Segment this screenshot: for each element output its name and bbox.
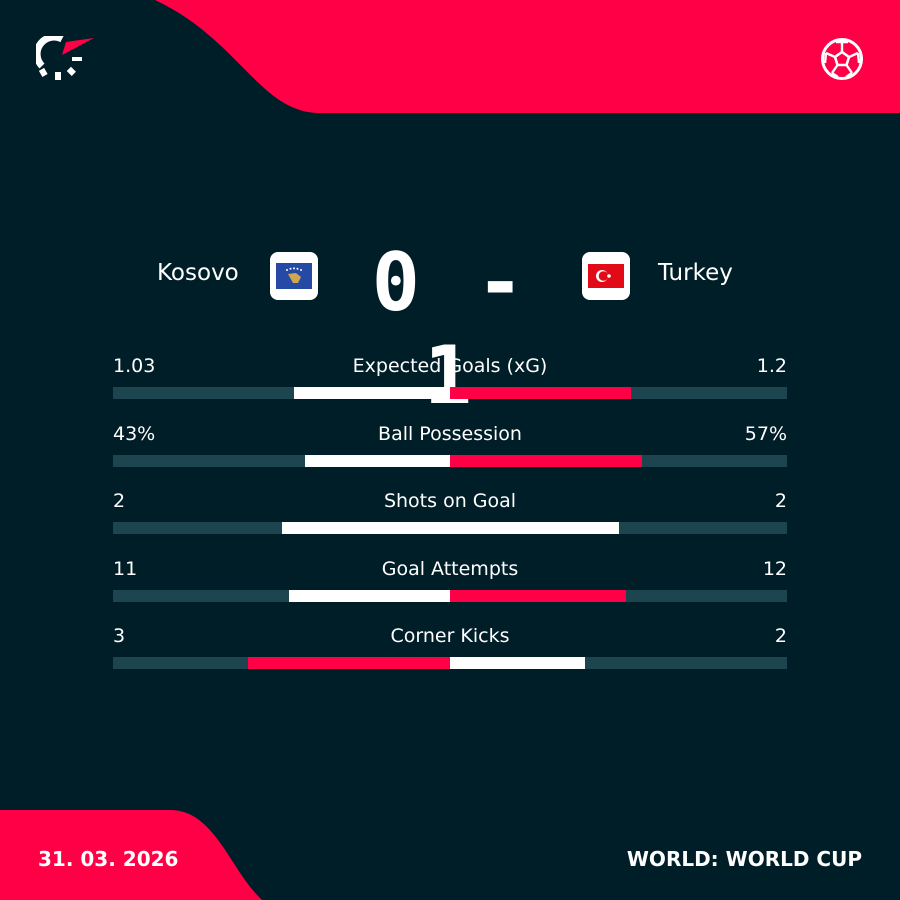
competition-name: WORLD: WORLD CUP: [626, 847, 862, 871]
stat-bar-home: [288, 589, 450, 602]
stat-bar-home: [305, 454, 450, 467]
stat-home-value: 43%: [113, 422, 156, 445]
stat-home-value: 11: [113, 557, 138, 580]
stat-away-value: 2: [774, 490, 787, 512]
stat-bar-track: [113, 454, 787, 467]
stat-bar-track: [113, 387, 787, 399]
home-team-name: Kosovo: [157, 260, 239, 286]
home-team-flag: [270, 252, 318, 300]
stat-home-value: 1.03: [113, 355, 156, 377]
kosovo-flag-icon: [276, 263, 312, 289]
stat-bar-home: [281, 522, 450, 534]
stat-bar-away: [450, 589, 626, 602]
stat-home-value: 2: [113, 490, 126, 512]
away-team-flag: [582, 252, 630, 300]
stat-bar-track: [113, 657, 787, 669]
stat-row: 1.03 Expected Goals (xG) 1.2: [113, 355, 787, 399]
match-score: 0 - 1: [371, 236, 529, 422]
stat-bar-away: [450, 657, 585, 669]
stat-row: 43% Ball Possession 57%: [113, 423, 787, 467]
away-team-name: Turkey: [658, 260, 733, 286]
stat-row: 2 Shots on Goal 2: [113, 490, 787, 534]
stat-label: Goal Attempts: [381, 557, 519, 580]
football-icon: [821, 38, 863, 80]
stat-label: Ball Possession: [378, 422, 522, 445]
stat-row: 11 Goal Attempts 12: [113, 558, 787, 602]
stat-label: Shots on Goal: [383, 490, 517, 512]
stat-label: Expected Goals (xG): [352, 355, 548, 377]
stat-away-value: 1.2: [756, 355, 787, 377]
footer-accent-shape: [0, 810, 262, 900]
header-accent-shape: [155, 0, 900, 113]
stat-label: Corner Kicks: [390, 625, 510, 647]
stat-bar-away: [450, 522, 619, 534]
stat-away-value: 2: [774, 625, 787, 647]
flashscore-logo-icon: [36, 36, 94, 80]
stat-bar-away: [450, 454, 643, 467]
stat-bar-track: [113, 522, 787, 534]
stat-home-value: 3: [113, 625, 126, 647]
stat-row: 3 Corner Kicks 2: [113, 625, 787, 669]
stat-bar-track: [113, 589, 787, 602]
stat-away-value: 57%: [744, 422, 787, 445]
stat-away-value: 12: [762, 557, 787, 580]
stat-bar-home: [294, 387, 450, 399]
match-date: 31. 03. 2026: [38, 847, 179, 871]
stat-bar-away: [450, 387, 632, 399]
stat-bar-home: [247, 657, 450, 669]
turkey-flag-icon: [588, 264, 624, 288]
